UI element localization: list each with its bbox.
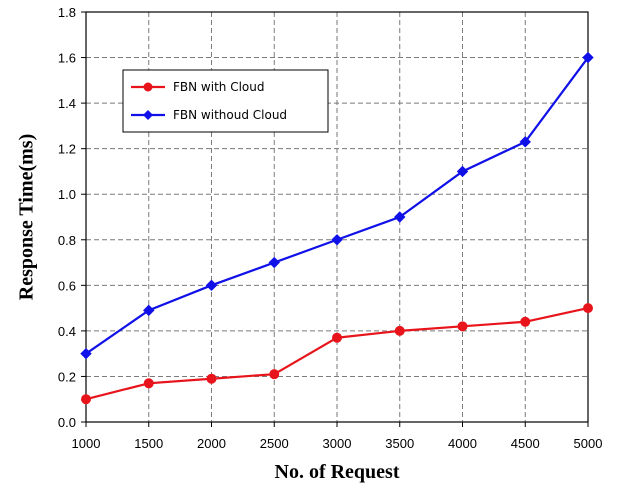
y-tick-label: 1.8: [58, 5, 76, 20]
data-point: [519, 136, 531, 148]
y-tick-label: 0.6: [58, 278, 76, 293]
x-tick-label: 5000: [574, 436, 603, 451]
x-tick-label: 3500: [385, 436, 414, 451]
data-point: [331, 234, 343, 246]
series-0: [81, 303, 593, 405]
data-point: [80, 347, 92, 360]
y-tick-label: 0.8: [58, 233, 76, 248]
data-point: [206, 373, 217, 384]
y-tick-label: 0.4: [58, 324, 76, 339]
y-tick-label: 1.2: [58, 142, 76, 157]
x-tick-label: 4500: [511, 436, 540, 451]
data-point: [520, 316, 531, 327]
y-axis-ticks: 0.0 0.2 0.4 0.6 0.8 1.0 1.2 1.4 1.6 1.8: [58, 5, 86, 430]
data-point: [332, 332, 342, 343]
data-point: [456, 165, 469, 178]
y-tick-label: 0.2: [58, 369, 76, 384]
data-point: [143, 304, 155, 317]
x-tick-label: 1500: [134, 436, 163, 451]
data-point: [268, 256, 280, 269]
grid-layer: [86, 12, 588, 422]
y-tick-label: 1.4: [58, 96, 76, 111]
y-axis-title: Response Time(ms): [16, 134, 38, 300]
data-point: [81, 394, 91, 405]
x-tick-label: 2500: [260, 436, 289, 451]
legend-label-fbn-with-cloud: FBN with Cloud: [173, 80, 264, 94]
data-point: [583, 303, 593, 314]
x-tick-label: 3000: [323, 436, 352, 451]
legend-box: [122, 69, 329, 133]
legend: FBN with Cloud FBN withoud Cloud: [122, 69, 329, 133]
y-tick-label: 1.6: [58, 51, 76, 66]
x-tick-label: 4000: [448, 436, 477, 451]
x-axis-title: No. of Request: [275, 461, 400, 483]
y-tick-label: 1.0: [58, 187, 76, 202]
data-point: [394, 325, 405, 336]
x-axis-ticks: 1000 1500 2000 2500 3000 3500 4000 4500 5000: [72, 422, 603, 451]
data-point: [143, 378, 154, 389]
y-tick-label: 0.0: [58, 415, 76, 430]
data-point: [582, 51, 594, 64]
series-layer: [80, 51, 594, 405]
series-line: [85, 307, 589, 401]
data-point: [457, 321, 468, 332]
series-1: [80, 51, 594, 360]
data-point: [269, 369, 280, 380]
legend-marker-diamond-icon: [143, 110, 153, 120]
data-point: [394, 211, 406, 223]
x-tick-label: 1000: [72, 436, 101, 451]
legend-label-fbn-withoud-cloud: FBN withoud Cloud: [173, 108, 287, 122]
x-tick-label: 2000: [197, 436, 226, 451]
legend-marker-circle-icon: [143, 82, 153, 92]
data-point: [205, 279, 218, 292]
